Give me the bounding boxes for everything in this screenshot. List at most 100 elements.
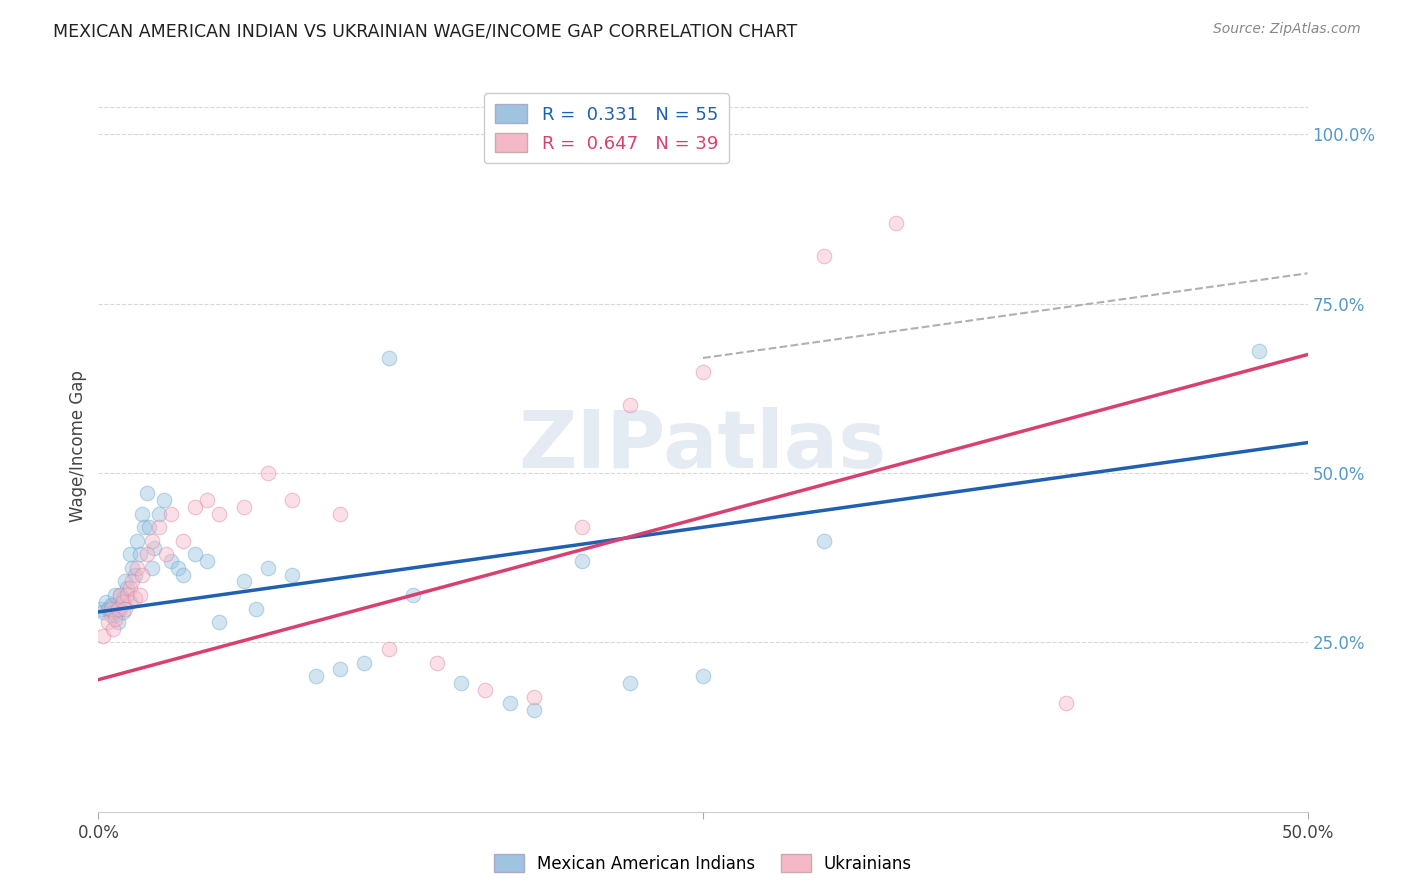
Point [377,642,399,657]
Point [90,601,112,615]
Point [167,561,190,575]
Point [184,500,207,514]
Point [135,486,157,500]
Point [148,507,170,521]
Point [155,547,177,561]
Point [100,601,122,615]
Point [100,608,122,623]
Point [402,588,425,602]
Point [152,493,174,508]
Point [1249,344,1271,359]
Point [108,588,131,602]
Point [104,612,127,626]
Point [124,591,146,606]
Point [377,351,399,365]
Point [571,554,593,568]
Point [523,703,546,717]
Text: ZIPatlas: ZIPatlas [519,407,887,485]
Point [91,605,114,619]
Point [138,520,160,534]
Point [127,561,149,575]
Point [281,493,304,508]
Point [195,554,218,568]
Point [135,547,157,561]
Point [281,567,304,582]
Point [107,601,129,615]
Point [208,507,231,521]
Point [100,598,122,612]
Point [353,656,375,670]
Point [104,608,127,623]
Point [619,676,641,690]
Point [571,520,593,534]
Point [114,574,136,589]
Point [141,561,163,575]
Point [195,493,218,508]
Point [107,601,129,615]
Point [128,547,150,561]
Point [305,669,328,683]
Point [172,533,194,548]
Point [160,554,183,568]
Point [101,605,124,619]
Point [101,622,124,636]
Point [104,588,127,602]
Point [101,598,124,612]
Point [117,581,139,595]
Point [692,669,714,683]
Point [107,615,129,629]
Legend: R =  0.331   N = 55, R =  0.647   N = 39: R = 0.331 N = 55, R = 0.647 N = 39 [484,93,728,163]
Point [118,547,141,561]
Point [128,588,150,602]
Point [232,500,254,514]
Point [208,615,231,629]
Point [117,588,139,602]
Point [245,601,267,615]
Point [108,588,131,602]
Point [91,629,114,643]
Point [121,574,143,589]
Point [131,507,153,521]
Point [160,507,183,521]
Point [184,547,207,561]
Point [692,364,714,378]
Point [114,601,136,615]
Point [108,601,131,615]
Point [143,541,166,555]
Point [118,581,141,595]
Point [141,533,163,548]
Point [813,249,835,263]
Point [450,676,472,690]
Point [94,595,117,609]
Point [813,533,835,548]
Point [118,595,141,609]
Point [111,595,134,609]
Point [97,601,120,615]
Point [1054,697,1077,711]
Point [131,567,153,582]
Point [329,663,352,677]
Point [111,591,134,606]
Point [111,605,134,619]
Point [886,215,908,229]
Point [148,520,170,534]
Y-axis label: Wage/Income Gap: Wage/Income Gap [69,370,87,522]
Point [329,507,352,521]
Text: Source: ZipAtlas.com: Source: ZipAtlas.com [1213,22,1361,37]
Legend: Mexican American Indians, Ukrainians: Mexican American Indians, Ukrainians [488,847,918,880]
Point [172,567,194,582]
Point [474,682,496,697]
Point [134,520,156,534]
Point [498,697,520,711]
Point [256,561,278,575]
Point [127,533,149,548]
Point [232,574,254,589]
Text: MEXICAN AMERICAN INDIAN VS UKRAINIAN WAGE/INCOME GAP CORRELATION CHART: MEXICAN AMERICAN INDIAN VS UKRAINIAN WAG… [53,22,797,40]
Point [121,561,143,575]
Point [97,615,120,629]
Point [426,656,449,670]
Point [619,398,641,412]
Point [523,690,546,704]
Point [124,567,146,582]
Point [256,466,278,480]
